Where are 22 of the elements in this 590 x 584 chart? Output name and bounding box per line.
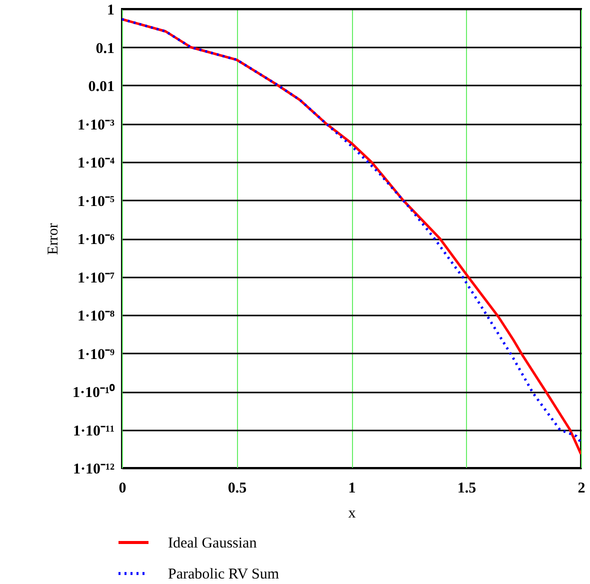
- y-tick-label: 1·10⁻⁴: [78, 156, 115, 172]
- y-axis-title: Error: [46, 223, 62, 255]
- y-tick-label: 1·10⁻⁷: [78, 270, 115, 286]
- y-tick-label: 0.1: [96, 40, 114, 57]
- y-tick-label: 1: [107, 2, 114, 18]
- y-tick-label: 1·10⁻¹²: [73, 462, 115, 478]
- y-tick-label: 1·10⁻¹¹: [73, 423, 114, 440]
- y-tick-label: 1·10⁻⁶: [78, 232, 115, 248]
- y-tick-label: 1·10⁻¹⁰: [72, 383, 116, 401]
- y-tick-label: 0.01: [88, 79, 114, 95]
- x-tick-label: 0.5: [228, 480, 247, 496]
- x-tick-label: 1.5: [457, 480, 476, 496]
- y-tick-label: 1·10⁻⁹: [78, 346, 115, 363]
- legend-label: Ideal Gaussian: [168, 536, 258, 552]
- legend-label: Parabolic RV Sum: [168, 566, 280, 582]
- x-tick-label: 2: [578, 480, 586, 496]
- y-tick-label: 1·10⁻⁸: [78, 308, 115, 324]
- y-tick-label: 1·10⁻⁵: [78, 194, 115, 210]
- y-tick-label: 1·10⁻³: [78, 117, 115, 134]
- x-axis-title: x: [348, 506, 356, 522]
- x-tick-label: 1: [348, 480, 356, 496]
- x-tick-label: 0: [118, 480, 126, 496]
